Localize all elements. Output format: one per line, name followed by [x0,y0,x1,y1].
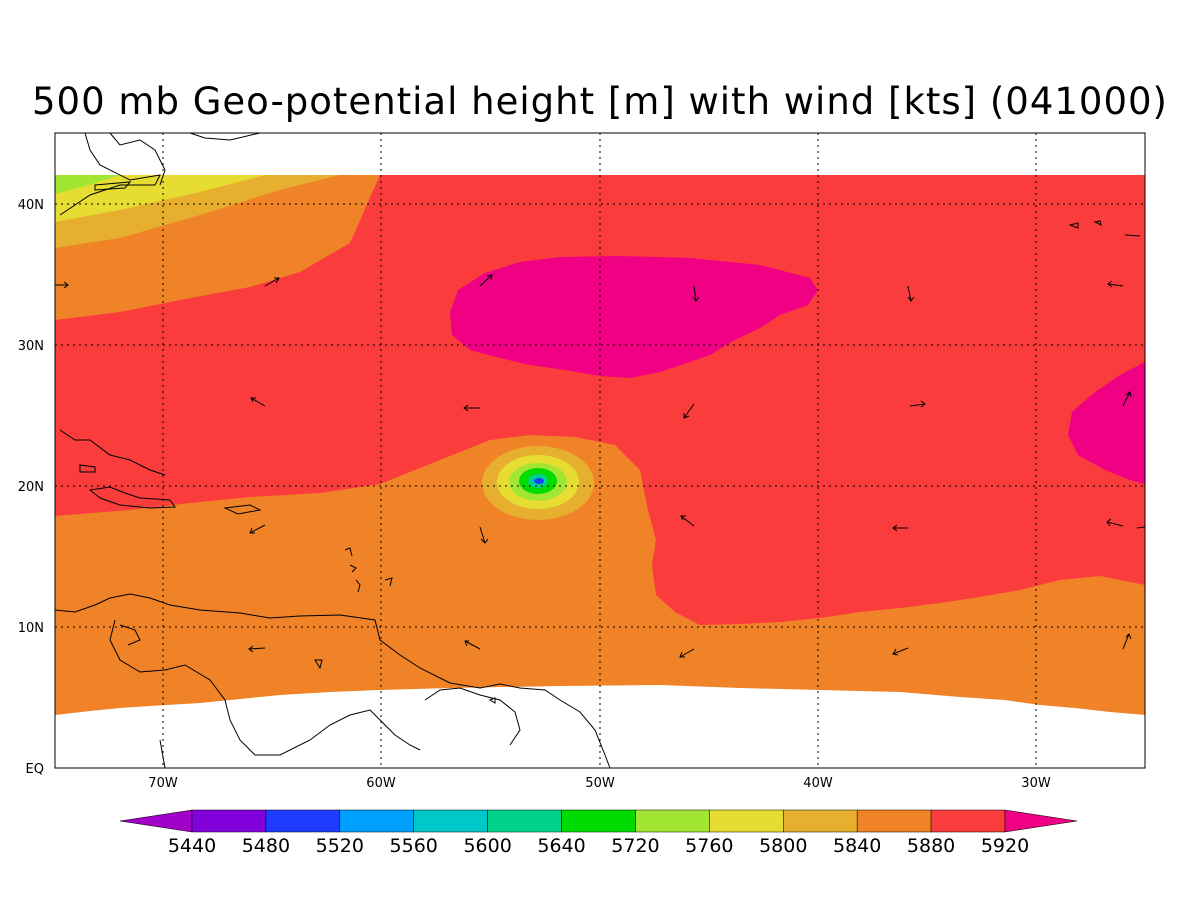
contour-5760 [55,175,265,222]
map-title: 500 mb Geo-potential height [m] with win… [32,80,1168,123]
contour-5880 [55,175,1145,625]
lon-label: 40W [803,776,833,791]
lon-label: 30W [1021,776,1051,791]
lon-label: 70W [148,776,178,791]
colorbar-box [783,809,858,833]
colorbar-box [487,809,562,833]
colorbar-label: 5840 [833,835,881,857]
plot-frame [54,132,1146,769]
lat-label: EQ [26,762,44,777]
wind-vectors [55,274,1146,658]
colorbar-box [856,809,932,833]
graticule [55,133,1145,768]
colorbar-label: 5800 [759,835,807,857]
lat-label: 40N [18,198,44,213]
contour-5720 [55,175,120,194]
colorbar-box [191,809,267,833]
colorbar-label: 5440 [168,835,216,857]
colorbar-box [339,809,414,833]
contour-5920-east [1068,362,1145,484]
lon-axis: 70W 60W 50W 40W 30W [148,776,1051,791]
colorbar-label: 5920 [981,835,1029,857]
lat-label: 30N [18,339,44,354]
colorbar-box [561,809,636,833]
colorbar-label: 5560 [390,835,438,857]
colorbar-box [709,809,784,833]
colorbar: 5440 5480 5520 5560 5600 5640 5720 5760 5800 5840… [119,809,1078,857]
lon-label: 50W [585,776,615,791]
colorbar-arrow-low [119,809,193,833]
colorbar-label: 5480 [242,835,290,857]
colorbar-box [413,809,488,833]
coastlines [54,132,1141,769]
lat-label: 20N [18,480,44,495]
colorbar-label: 5600 [463,835,511,857]
colorbar-label: 5760 [685,835,733,857]
contour-5920-main [450,256,818,378]
colorbar-label: 5640 [537,835,585,857]
lat-label: 10N [18,621,44,636]
colorbar-box [635,809,710,833]
colorbar-box [265,809,341,833]
lat-axis: 40N 30N 20N 10N EQ [18,198,44,777]
low-core [534,478,544,484]
lon-label: 60W [366,776,396,791]
colorbar-label: 5520 [316,835,364,857]
colorbar-box [930,809,1006,833]
colorbar-arrow-high [1004,809,1078,833]
colorbar-label: 5720 [611,835,659,857]
colorbar-label: 5880 [907,835,955,857]
